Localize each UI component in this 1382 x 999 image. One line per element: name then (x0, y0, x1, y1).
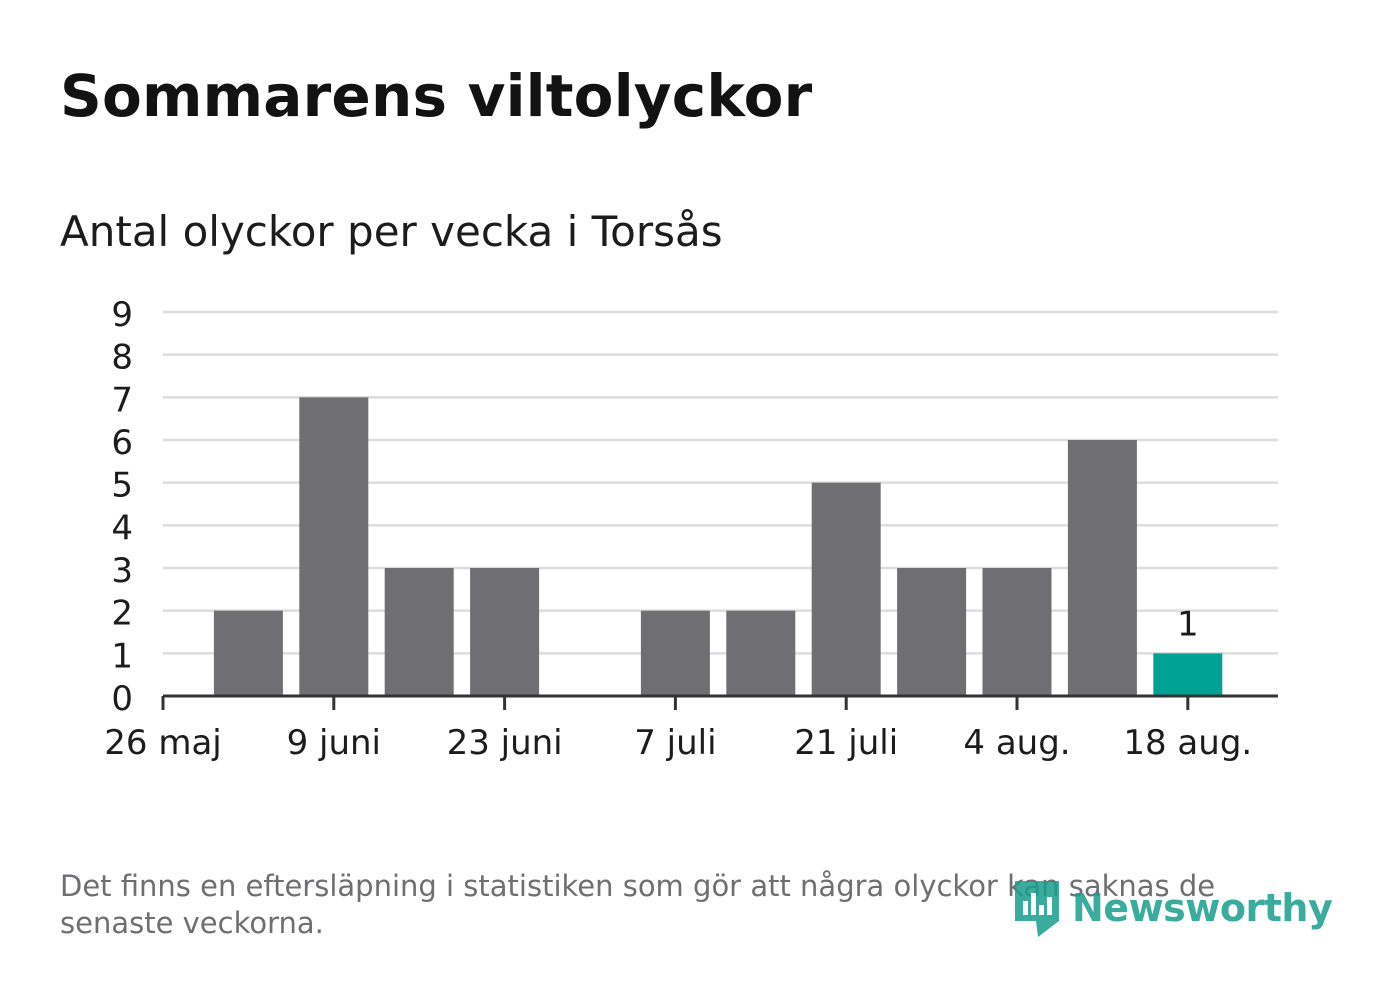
y-tick-label: 1 (111, 636, 133, 676)
data-label: 1 (1177, 604, 1199, 644)
bar (1067, 440, 1137, 696)
newsworthy-logo-icon (1015, 881, 1059, 937)
y-tick-label: 9 (111, 295, 133, 335)
y-tick-label: 3 (111, 551, 133, 591)
x-tick-label: 18 aug. (1123, 723, 1252, 763)
y-tick-label: 5 (111, 466, 133, 506)
bar (982, 568, 1052, 696)
chart-title: Sommarens viltolyckor (60, 62, 813, 130)
newsworthy-logo: Newsworthy (1012, 875, 1333, 941)
x-tick-label: 9 juni (287, 723, 381, 763)
bar (1153, 653, 1223, 696)
x-tick-label: 4 aug. (963, 723, 1070, 763)
x-tick-label: 26 maj (104, 723, 221, 763)
bar (384, 568, 454, 696)
bar (811, 482, 881, 696)
y-tick-label: 8 (111, 338, 133, 378)
logo-text: Newsworthy (1072, 886, 1333, 930)
bar (299, 397, 369, 696)
bar (897, 568, 967, 696)
bar (726, 610, 796, 696)
y-tick-label: 4 (111, 508, 133, 548)
bar (470, 568, 540, 696)
y-tick-label: 0 (111, 679, 133, 719)
y-tick-label: 7 (111, 380, 133, 420)
chart-subtitle: Antal olyckor per vecka i Torsås (60, 207, 723, 256)
bar (640, 610, 710, 696)
x-tick-label: 21 juli (794, 723, 898, 763)
x-tick-label: 23 juni (447, 723, 563, 763)
x-tick-label: 7 juli (634, 723, 716, 763)
y-tick-label: 6 (111, 423, 133, 463)
y-tick-label: 2 (111, 594, 133, 634)
bar (213, 610, 283, 696)
